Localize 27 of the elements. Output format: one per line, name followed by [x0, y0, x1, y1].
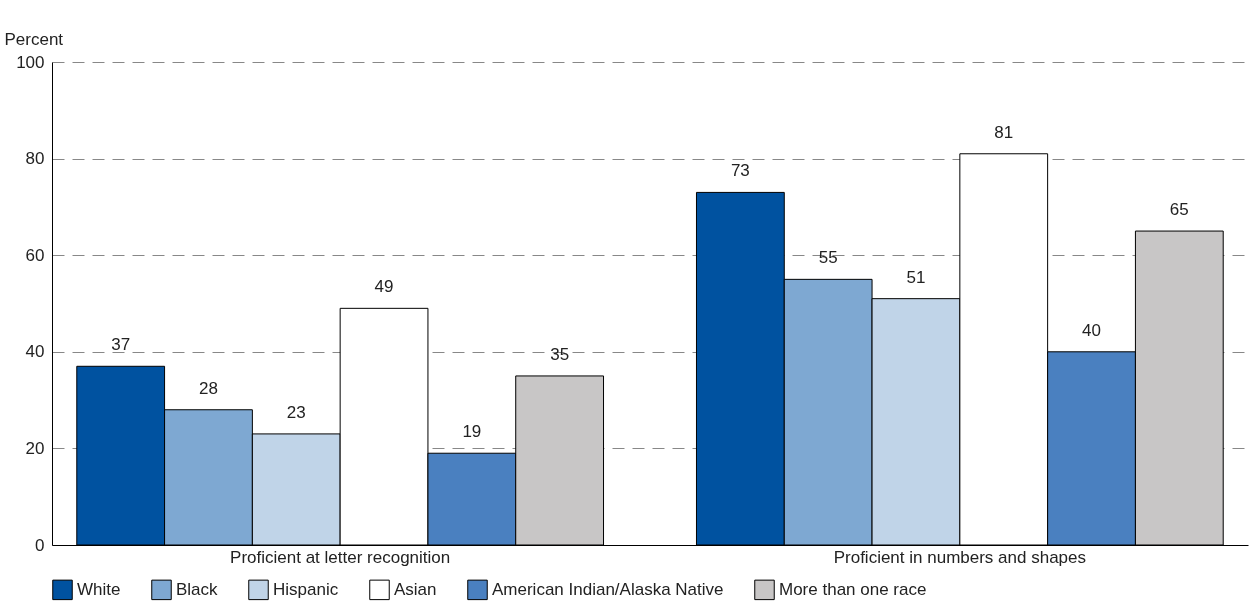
y-tick-label: 40: [25, 342, 45, 362]
legend-label: White: [77, 579, 121, 599]
data-label: 51: [906, 267, 926, 287]
data-label: 49: [374, 277, 394, 297]
y-tick-label: 80: [25, 149, 45, 169]
legend-label: More than one race: [779, 579, 927, 599]
data-label: 35: [550, 344, 570, 364]
legend-label: Asian: [394, 579, 437, 599]
data-label: 40: [1082, 320, 1101, 340]
legend-label: American Indian/Alaska Native: [492, 579, 724, 599]
data-label: 55: [818, 248, 838, 268]
y-tick-label: 100: [16, 52, 45, 72]
legend-label: Hispanic: [273, 579, 339, 599]
x-tick-label: Proficient at letter recognition: [230, 547, 451, 567]
data-label: 28: [199, 378, 218, 398]
data-label: 37: [111, 335, 131, 355]
data-label: 23: [286, 402, 306, 422]
y-axis-title: Percent: [4, 29, 64, 49]
x-tick-label: Proficient in numbers and shapes: [833, 547, 1086, 567]
y-tick-label: 0: [35, 535, 45, 555]
data-label: 65: [1169, 200, 1189, 220]
legend-label: Black: [176, 579, 219, 599]
y-tick-label: 60: [25, 245, 45, 265]
data-label: 19: [462, 422, 482, 442]
data-label: 81: [994, 122, 1014, 142]
data-label: 73: [730, 161, 750, 181]
y-tick-label: 20: [25, 438, 45, 458]
